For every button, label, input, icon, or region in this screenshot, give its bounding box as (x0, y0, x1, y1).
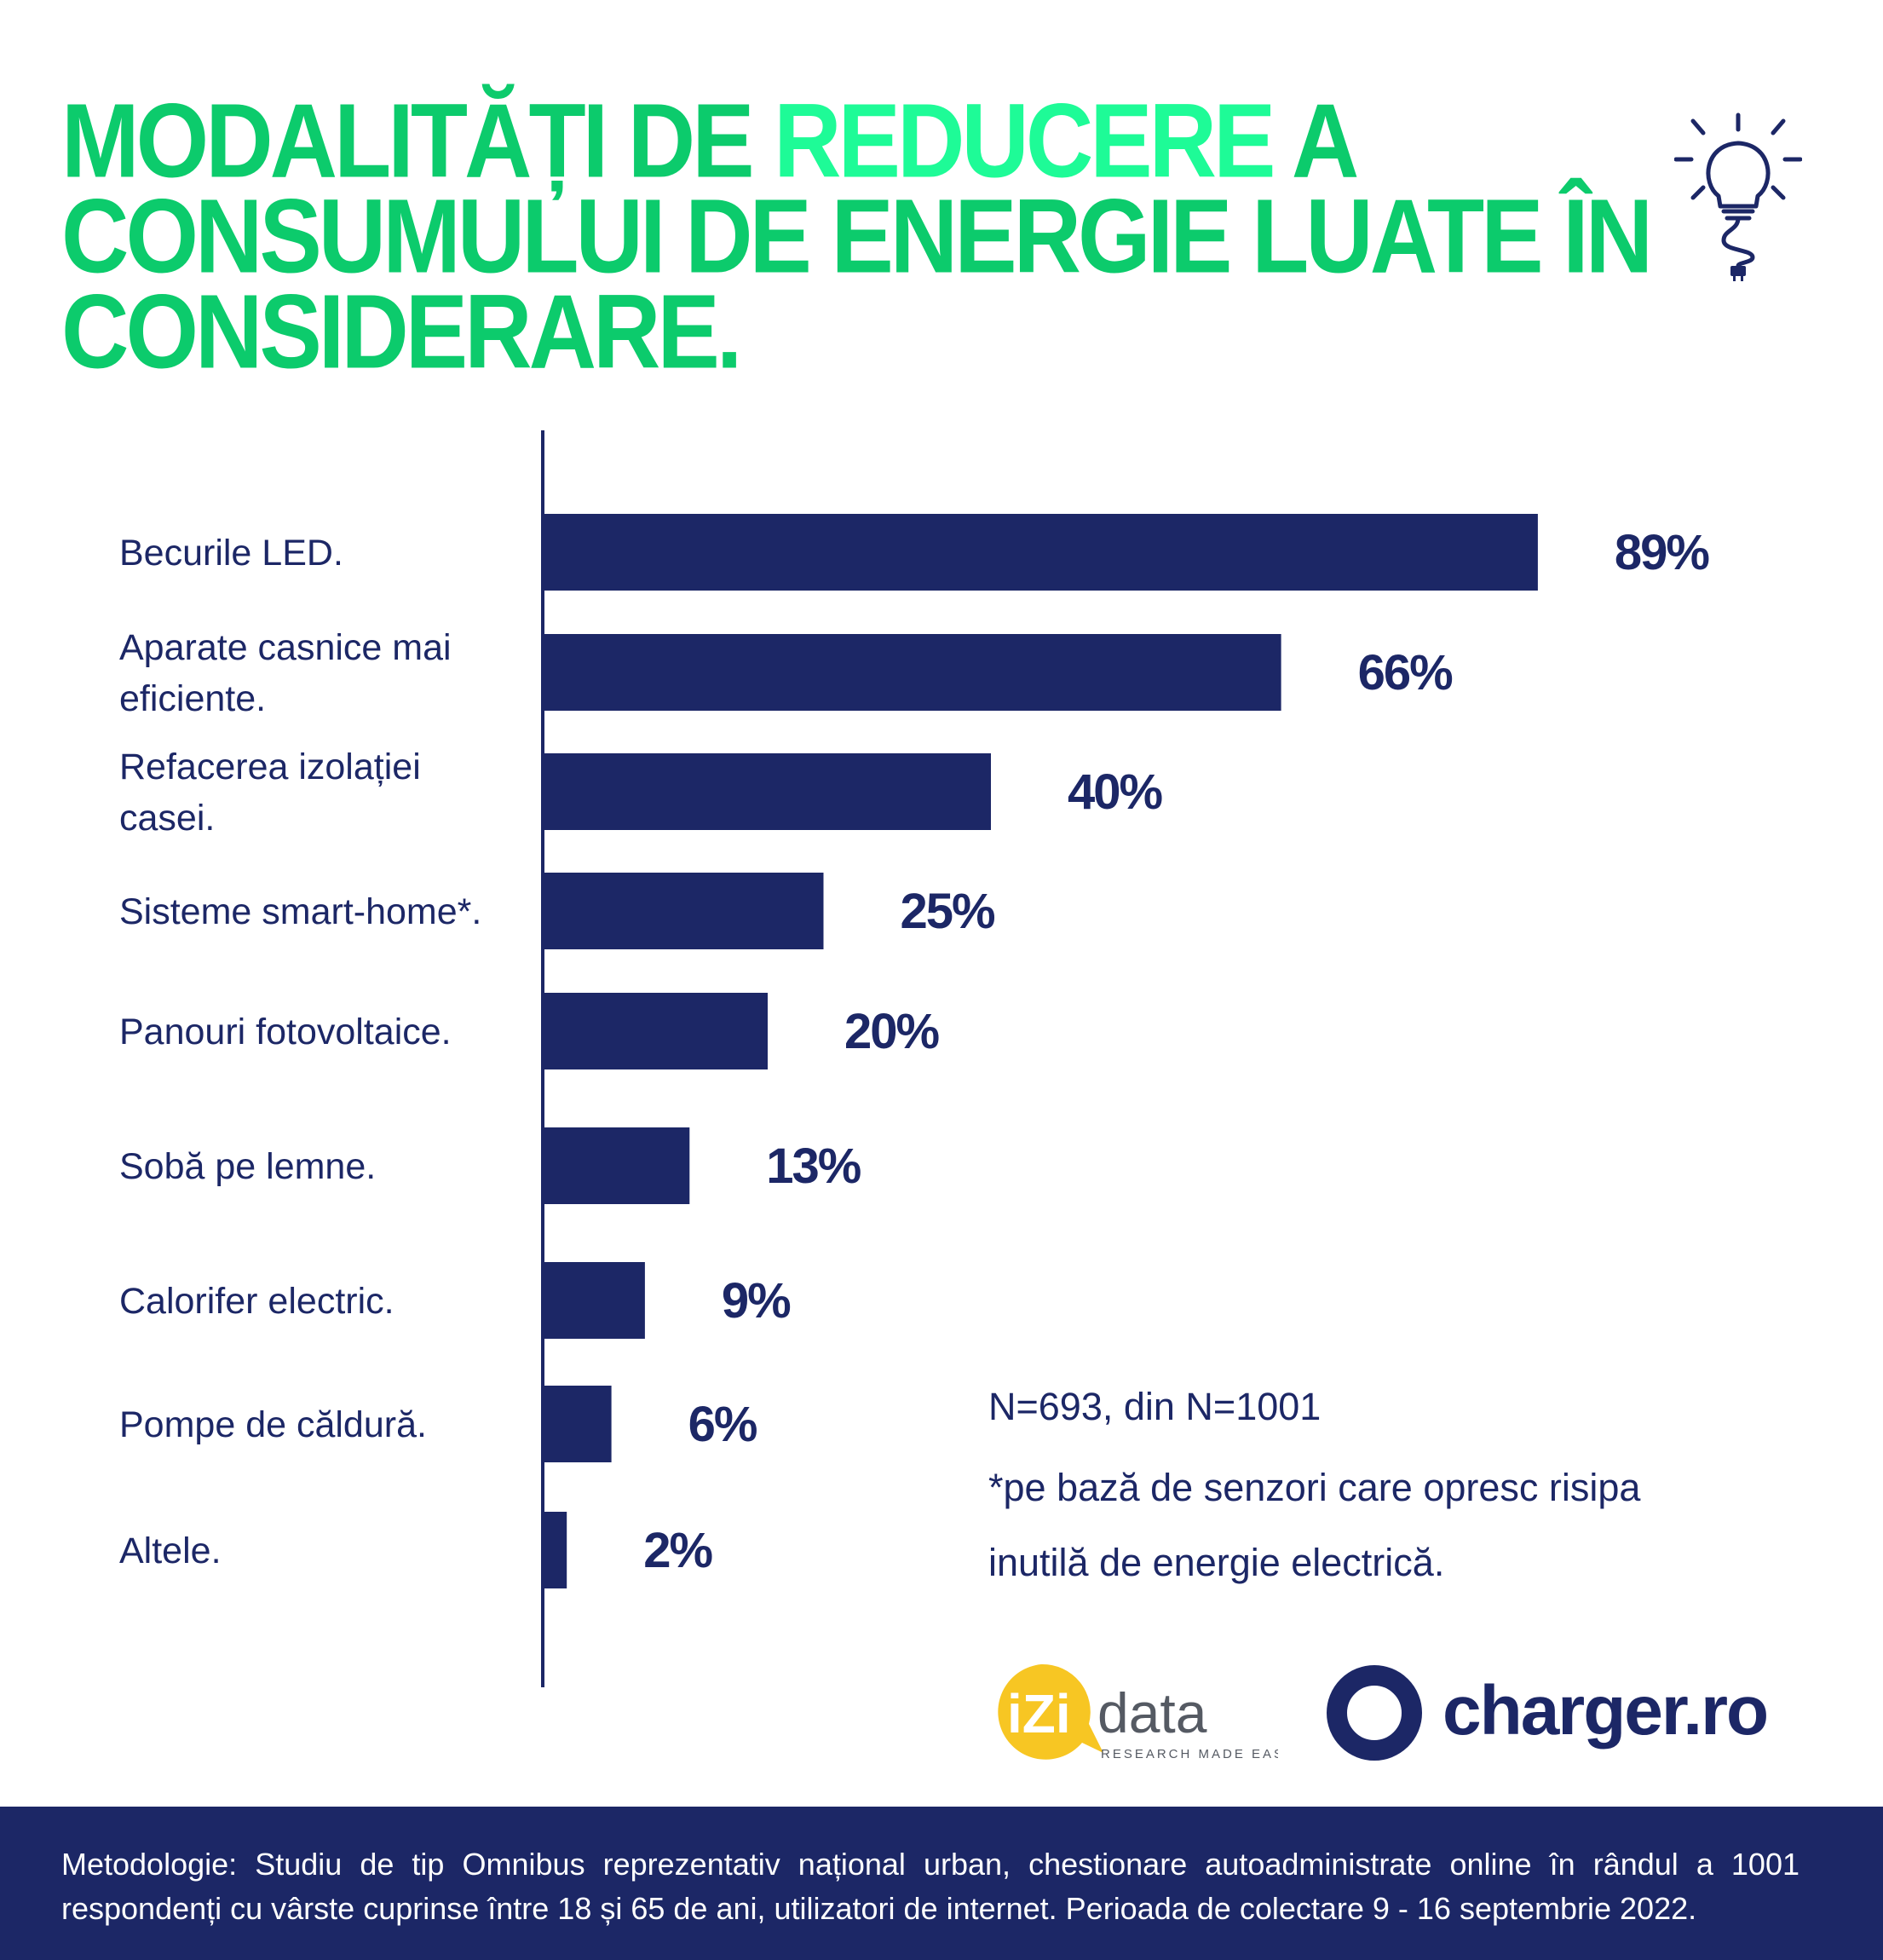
category-label-9: Altele. (119, 1531, 222, 1571)
title-part2: A CONSUMULUI DE ENERGIE LUATE ÎN CONSIDE… (61, 82, 1653, 391)
footnote-line1: *pe bază de senzori care opresc risipa (988, 1466, 1641, 1509)
category-label-3: Refacerea izolației casei. (119, 747, 421, 839)
bar-8 (544, 1386, 612, 1462)
charger-text: charger.ro (1442, 1672, 1767, 1750)
methodology-text: Metodologie: Studiu de tip Omnibus repre… (61, 1847, 1800, 1926)
value-label-9: 2% (643, 1523, 712, 1578)
charger-logo: charger.ro (1327, 1665, 1769, 1761)
page-title: MODALITĂȚI DE REDUCERE A CONSUMULUI DE E… (61, 89, 1680, 384)
category-label-1: Becurile LED. (119, 533, 343, 574)
category-label-7: Calorifer electric. (119, 1281, 394, 1322)
category-label-5: Panouri fotovoltaice. (119, 1012, 452, 1052)
izi-word2: data (1097, 1681, 1207, 1744)
title-highlight: REDUCERE (774, 82, 1275, 200)
bar-2 (544, 634, 1281, 711)
value-label-8: 6% (688, 1397, 757, 1452)
lightbulb-plug-icon (1674, 112, 1802, 281)
value-label-3: 40% (1068, 764, 1163, 820)
category-label-4: Sisteme smart-home*. (119, 891, 481, 932)
category-label-8: Pompe de căldură. (119, 1404, 427, 1445)
izi-data-logo: iZi data RESEARCH MADE EASY (998, 1663, 1278, 1761)
sample-size-note: N=693, din N=1001 (988, 1385, 1322, 1428)
bar-9 (544, 1512, 567, 1588)
title-part1: MODALITĂȚI DE (61, 82, 775, 200)
value-label-7: 9% (722, 1273, 791, 1329)
category-label-6: Sobă pe lemne. (119, 1146, 376, 1187)
category-label-2: Aparate casnice mai eficiente. (119, 627, 452, 719)
value-label-2: 66% (1358, 645, 1454, 700)
methodology-footer: Metodologie: Studiu de tip Omnibus repre… (0, 1807, 1883, 1960)
izi-tagline: RESEARCH MADE EASY (1101, 1747, 1278, 1761)
value-label-6: 13% (766, 1139, 861, 1194)
value-label-1: 89% (1615, 525, 1710, 580)
bar-3 (544, 753, 991, 830)
value-label-5: 20% (844, 1004, 940, 1059)
izi-word1: iZi (1007, 1683, 1071, 1744)
footnote-line2: inutilă de energie electrică. (988, 1541, 1445, 1584)
value-label-4: 25% (901, 884, 996, 939)
bar-5 (544, 993, 768, 1069)
bar-6 (544, 1127, 690, 1204)
bar-4 (544, 873, 824, 949)
bar-1 (544, 514, 1538, 591)
bar-7 (544, 1262, 645, 1339)
